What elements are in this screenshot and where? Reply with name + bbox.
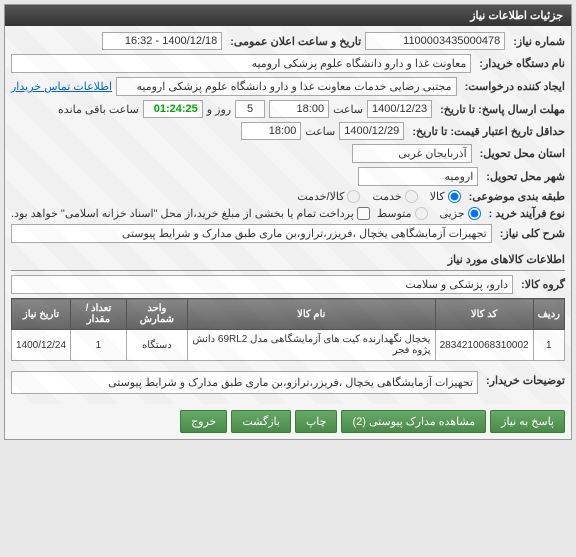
row-purchase-type: نوع فرآیند خرید : جزیی متوسط پرداخت تمام… — [11, 207, 565, 220]
province-value: آذربایجان غربی — [352, 144, 472, 163]
row-deadline: مهلت ارسال پاسخ: تا تاریخ: 1400/12/23 سا… — [11, 100, 565, 118]
th-qty: تعداد / مقدار — [71, 299, 127, 330]
need-number-label: شماره نیاز: — [509, 35, 565, 48]
radio-kala[interactable]: کالا — [430, 190, 461, 203]
deadline-days: 5 — [235, 100, 265, 118]
td-row: 1 — [533, 330, 564, 361]
footer-buttons: پاسخ به نیاز مشاهده مدارک پیوستی (2) چاپ… — [5, 404, 571, 439]
th-row: ردیف — [533, 299, 564, 330]
panel-body: شماره نیاز: 1100003435000478 تاریخ و ساع… — [5, 26, 571, 404]
row-category: طبقه بندی موضوعی: کالا خدمت کالا/خدمت — [11, 190, 565, 203]
radio-joziee[interactable]: جزیی — [440, 207, 481, 220]
buyer-notes-value: تجهیزات آزمایشگاهی یخچال ،فریزر،ترازو،بن… — [11, 371, 478, 394]
radio-khadamat-label: خدمت — [372, 190, 401, 203]
announce-label: تاریخ و ساعت اعلان عمومی: — [226, 35, 361, 48]
radio-kala-input[interactable] — [448, 190, 461, 203]
deadline-time: 18:00 — [269, 100, 329, 118]
th-code: کد کالا — [435, 299, 533, 330]
category-label: طبقه بندی موضوعی: — [465, 190, 565, 203]
announce-value: 1400/12/18 - 16:32 — [102, 32, 222, 50]
category-radio-group: کالا خدمت کالا/خدمت — [297, 190, 460, 203]
radio-khadamat-input[interactable] — [405, 190, 418, 203]
td-qty: 1 — [71, 330, 127, 361]
th-name: نام کالا — [187, 299, 435, 330]
th-need-date: تاریخ نیاز — [12, 299, 71, 330]
payment-note: پرداخت تمام یا بخشی از مبلغ خرید،از محل … — [11, 207, 354, 220]
row-buyer-notes: توضیحات خریدار: تجهیزات آزمایشگاهی یخچال… — [11, 367, 565, 394]
radio-motevaset-label: متوسط — [377, 207, 412, 220]
requester-value: مجتبی رضایی خدمات معاونت غذا و دارو دانش… — [116, 77, 457, 96]
items-table: ردیف کد کالا نام کالا واحد شمارش تعداد /… — [11, 298, 565, 361]
radio-joziee-input[interactable] — [468, 207, 481, 220]
table-header-row: ردیف کد کالا نام کالا واحد شمارش تعداد /… — [12, 299, 565, 330]
back-button[interactable]: بازگشت — [231, 410, 291, 433]
valid-time: 18:00 — [241, 122, 301, 140]
valid-date: 1400/12/29 — [339, 122, 404, 140]
general-desc-value: تجهیزات آزمایشگاهی یخچال ،فریزر،ترازو،بن… — [11, 224, 492, 243]
row-need-number: شماره نیاز: 1100003435000478 تاریخ و ساع… — [11, 32, 565, 50]
buyer-contact-link[interactable]: اطلاعات تماس خریدار — [11, 80, 112, 93]
need-details-panel: جزئیات اطلاعات نیاز شماره نیاز: 11000034… — [4, 4, 572, 440]
payment-checkbox-input[interactable] — [357, 207, 370, 220]
need-number-value: 1100003435000478 — [365, 32, 505, 50]
row-general-desc: شرح کلی نیاز: تجهیزات آزمایشگاهی یخچال ،… — [11, 224, 565, 243]
deadline-days-label: روز و — [207, 103, 231, 116]
items-section-title: اطلاعات کالاهای مورد نیاز — [11, 249, 565, 271]
table-row: 1 2834210068310002 یخچال نگهدارنده کیت ه… — [12, 330, 565, 361]
radio-motevaset-input[interactable] — [415, 207, 428, 220]
row-city: شهر محل تحویل: ارومیه — [11, 167, 565, 186]
radio-khadamat[interactable]: خدمت — [372, 190, 417, 203]
exit-button[interactable]: خروج — [180, 410, 227, 433]
purchase-radio-group: جزیی متوسط — [377, 207, 481, 220]
group-value: دارو، پزشکی و سلامت — [11, 275, 513, 294]
radio-both-input[interactable] — [347, 190, 360, 203]
buyer-org-label: نام دستگاه خریدار: — [475, 57, 565, 70]
city-label: شهر محل تحویل: — [482, 170, 565, 183]
valid-time-label: ساعت — [305, 125, 335, 138]
radio-motevaset[interactable]: متوسط — [377, 207, 428, 220]
row-valid-until: حداقل تاریخ اعتبار قیمت: تا تاریخ: 1400/… — [11, 122, 565, 140]
deadline-remain-time: 01:24:25 — [143, 100, 203, 118]
deadline-date: 1400/12/23 — [367, 100, 432, 118]
panel-title: جزئیات اطلاعات نیاز — [5, 5, 571, 26]
row-requester: ایجاد کننده درخواست: مجتبی رضایی خدمات م… — [11, 77, 565, 96]
deadline-label: مهلت ارسال پاسخ: تا تاریخ: — [436, 103, 565, 116]
td-name: یخچال نگهدارنده کیت های آزمایشگاهی مدل 6… — [187, 330, 435, 361]
radio-joziee-label: جزیی — [440, 207, 465, 220]
radio-kala-label: کالا — [430, 190, 445, 203]
attachments-button[interactable]: مشاهده مدارک پیوستی (2) — [341, 410, 486, 433]
province-label: استان محل تحویل: — [476, 147, 565, 160]
th-unit: واحد شمارش — [126, 299, 187, 330]
row-buyer-org: نام دستگاه خریدار: معاونت غذا و دارو دان… — [11, 54, 565, 73]
valid-label: حداقل تاریخ اعتبار قیمت: تا تاریخ: — [408, 125, 565, 138]
deadline-time-label: ساعت — [333, 103, 363, 116]
requester-label: ایجاد کننده درخواست: — [461, 80, 565, 93]
general-desc-label: شرح کلی نیاز: — [496, 227, 565, 240]
td-need-date: 1400/12/24 — [12, 330, 71, 361]
buyer-org-value: معاونت غذا و دارو دانشگاه علوم پزشکی ارو… — [11, 54, 471, 73]
payment-checkbox[interactable]: پرداخت تمام یا بخشی از مبلغ خرید،از محل … — [11, 207, 370, 220]
print-button[interactable]: چاپ — [295, 410, 338, 433]
td-unit: دستگاه — [126, 330, 187, 361]
deadline-remain-label: ساعت باقی مانده — [58, 103, 139, 116]
buyer-notes-label: توضیحات خریدار: — [482, 374, 565, 387]
reply-button[interactable]: پاسخ به نیاز — [490, 410, 565, 433]
city-value: ارومیه — [358, 167, 478, 186]
row-province: استان محل تحویل: آذربایجان غربی — [11, 144, 565, 163]
td-code: 2834210068310002 — [435, 330, 533, 361]
radio-both[interactable]: کالا/خدمت — [297, 190, 360, 203]
purchase-type-label: نوع فرآیند خرید : — [485, 207, 565, 220]
group-label: گروه کالا: — [517, 278, 565, 291]
radio-both-label: کالا/خدمت — [297, 190, 344, 203]
row-group: گروه کالا: دارو، پزشکی و سلامت — [11, 275, 565, 294]
